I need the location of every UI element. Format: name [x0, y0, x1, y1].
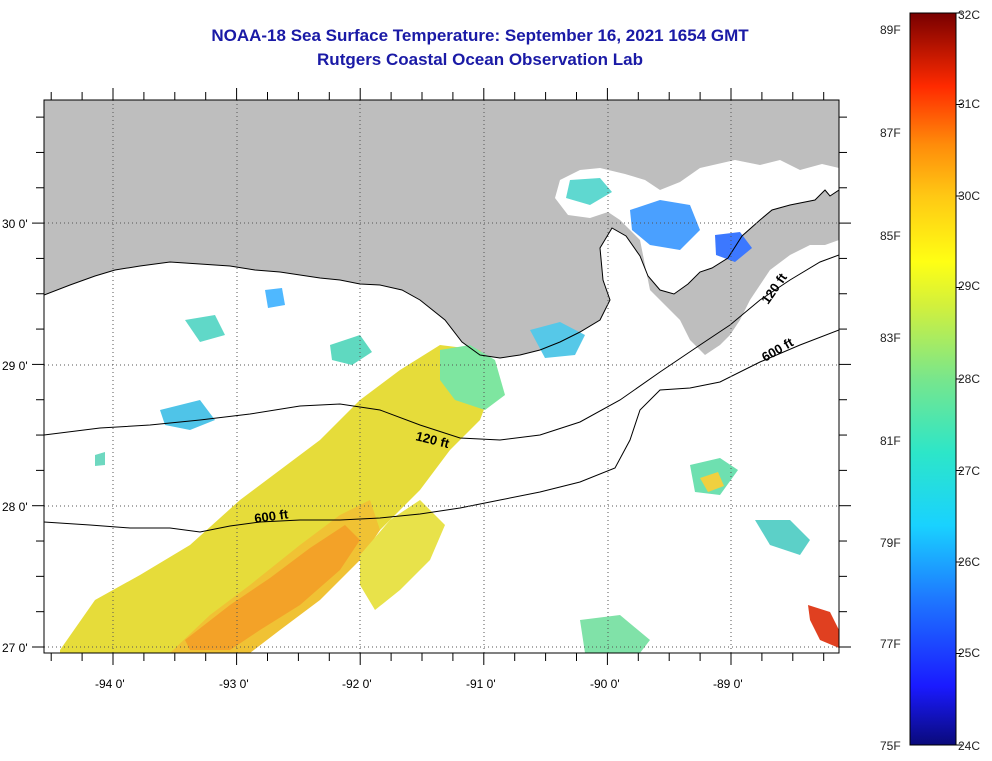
colorbar-f-label: 85F: [880, 229, 901, 243]
colorbar-f-label: 79F: [880, 536, 901, 550]
colorbar-f-label: 81F: [880, 434, 901, 448]
colorbar: [909, 12, 957, 746]
graticule: [44, 100, 839, 653]
contour-120ft: [44, 254, 839, 441]
lat-label: 29 0': [2, 359, 28, 373]
lon-label: -93 0': [219, 677, 249, 691]
colorbar-f-label: 83F: [880, 331, 901, 345]
lon-label: -90 0': [590, 677, 620, 691]
lat-label: 28 0': [2, 500, 28, 514]
lon-label: -91 0': [466, 677, 496, 691]
colorbar-c-label: 25C: [958, 646, 980, 660]
contour-label-600-a: 600 ft: [253, 506, 289, 526]
colorbar-c-label: 26C: [958, 555, 980, 569]
colorbar-f-label: 89F: [880, 23, 901, 37]
colorbar-f-label: 87F: [880, 126, 901, 140]
map-frame: [43, 99, 840, 654]
colorbar-c-label: 29C: [958, 279, 980, 293]
colorbar-c-label: 24C: [958, 739, 980, 753]
lon-label: -89 0': [713, 677, 743, 691]
map-title: NOAA-18 Sea Surface Temperature: Septemb…: [211, 26, 749, 45]
colorbar-c-label: 28C: [958, 372, 980, 386]
land-mass: [44, 100, 839, 358]
axis-ticks: [32, 12, 962, 746]
lat-label: 27 0': [2, 641, 28, 655]
lon-label: -94 0': [95, 677, 125, 691]
sst-warm-band: [60, 345, 495, 653]
lat-label: 30 0': [2, 217, 28, 231]
colorbar-f-label: 75F: [880, 739, 901, 753]
colorbar-c-label: 31C: [958, 97, 980, 111]
colorbar-c-label: 27C: [958, 464, 980, 478]
colorbar-f-label: 77F: [880, 637, 901, 651]
colorbar-c-label: 32C: [958, 8, 980, 22]
colorbar-c-label: 30C: [958, 189, 980, 203]
coastline: [44, 189, 839, 359]
map-subtitle: Rutgers Coastal Ocean Observation Lab: [317, 50, 643, 69]
contour-600ft: [44, 329, 839, 533]
lon-label: -92 0': [342, 677, 372, 691]
